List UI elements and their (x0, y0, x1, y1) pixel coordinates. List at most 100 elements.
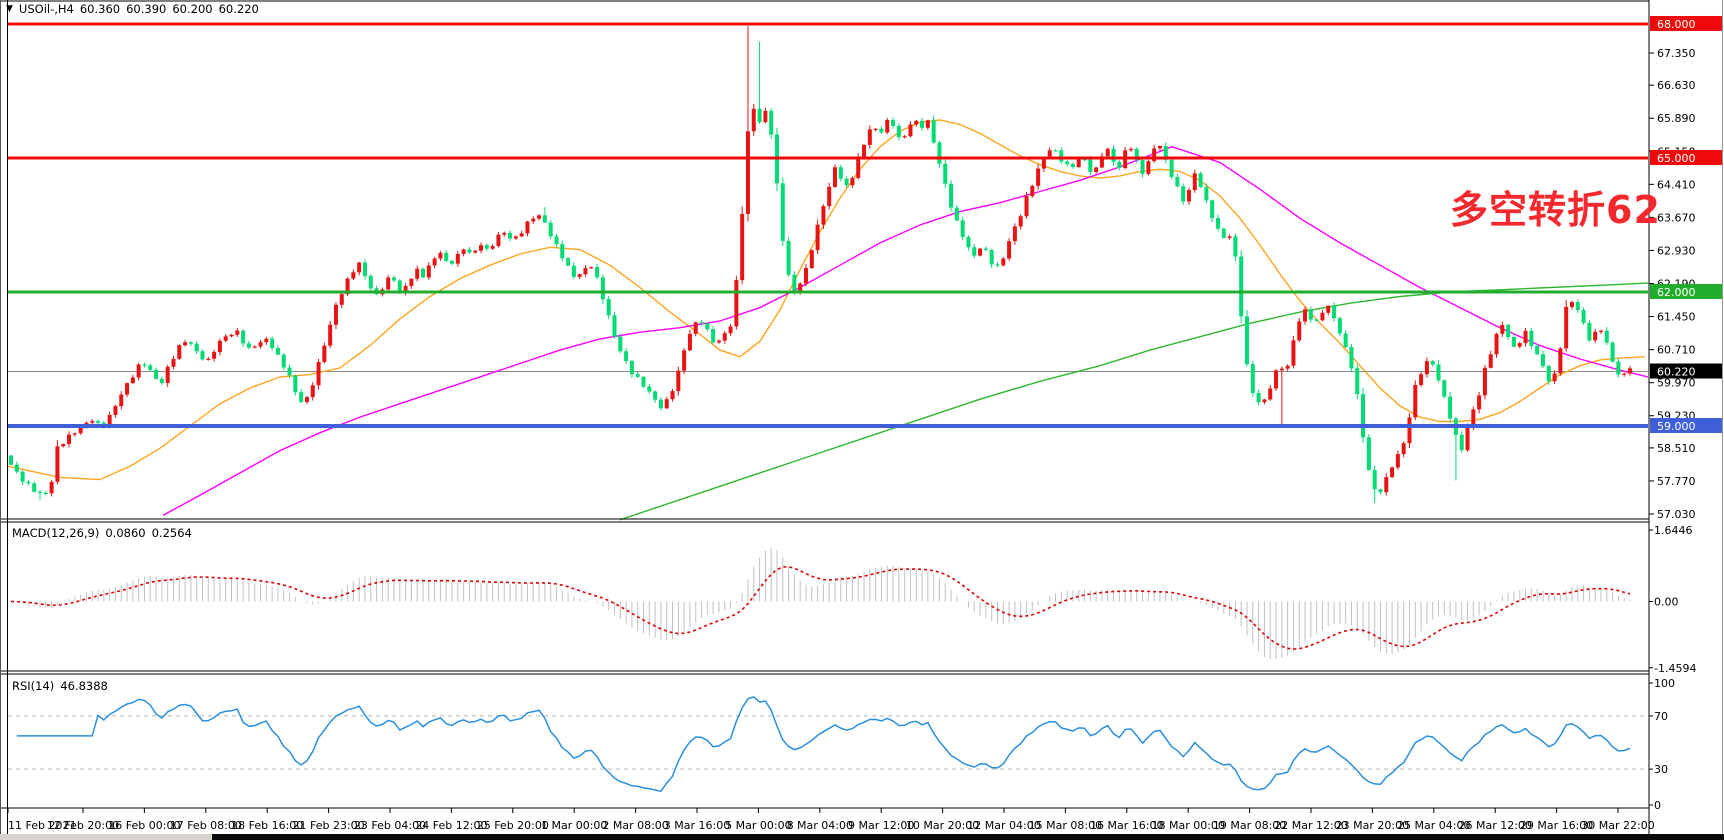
quote-close: 60.220 (218, 2, 259, 16)
candle-body (125, 383, 130, 395)
date-label: 3 Mar 16:00 (664, 819, 730, 832)
rsi-axis-label: 70 (1654, 710, 1668, 723)
candle-body (467, 249, 472, 253)
candle-body (908, 124, 913, 137)
candle-body (1186, 190, 1191, 202)
rsi-line (16, 696, 1631, 793)
candle-body (1598, 330, 1603, 332)
candle-body (293, 375, 298, 393)
candle-body (937, 142, 942, 164)
candle-body (403, 285, 408, 294)
candle-body (1471, 409, 1476, 427)
current-price-badge-text: 60.220 (1657, 366, 1696, 379)
candle-body (1366, 437, 1371, 470)
date-label: 19 Mar 08:00 (1213, 819, 1286, 832)
chart-annotation-text: 多空转折62 (1450, 188, 1661, 232)
candle-body (1610, 342, 1615, 362)
candle-body (107, 414, 112, 428)
candle-body (1564, 306, 1569, 349)
candle-body (693, 322, 698, 334)
candle-body (838, 167, 843, 179)
candle-body (542, 215, 547, 223)
candle-body (1198, 173, 1203, 187)
candle-body (212, 351, 217, 359)
candle-body (1279, 368, 1284, 371)
candle-body (154, 369, 159, 379)
candle-body (1012, 226, 1017, 242)
candle-body (595, 267, 600, 278)
candle-body (96, 421, 101, 423)
candle-body (1070, 164, 1075, 168)
candle-body (235, 330, 240, 335)
candle-body (960, 220, 965, 238)
price-tick-label: 64.410 (1657, 178, 1696, 191)
candle-body (577, 274, 582, 277)
candle-body (432, 258, 437, 266)
candle-body (821, 206, 826, 225)
candle-body (827, 186, 832, 207)
candle-body (1384, 477, 1389, 493)
candle-body (1628, 368, 1632, 374)
candle-body (1053, 150, 1058, 152)
candle-body (856, 157, 861, 178)
date-label: 25 Mar 04:00 (1397, 819, 1470, 832)
date-label: 16 Feb 00:00 (108, 819, 180, 832)
candle-body (1088, 159, 1093, 172)
candle-body (1256, 393, 1261, 403)
candle-body (1506, 324, 1511, 338)
price-tick-label: 60.710 (1657, 344, 1696, 357)
candle-body (1413, 385, 1418, 418)
candle-body (119, 394, 124, 407)
candle-body (1094, 167, 1099, 172)
candle-body (966, 237, 971, 248)
candle-body (757, 108, 762, 123)
date-label: 12 Mar 04:00 (967, 819, 1040, 832)
candle-body (972, 247, 977, 256)
candle-body (339, 294, 344, 305)
candle-body (1308, 309, 1313, 320)
candle-body (571, 265, 576, 277)
candle-body (850, 177, 855, 186)
candle-body (1343, 333, 1348, 348)
collapse-triangle-icon[interactable]: ▼ (6, 4, 13, 14)
candle-body (1117, 161, 1122, 169)
candle-body (1355, 368, 1360, 395)
candle-body (9, 455, 13, 465)
candle-body (38, 491, 43, 494)
candle-body (1465, 426, 1470, 451)
rsi-name: RSI(14) (12, 679, 55, 693)
candle-body (525, 221, 530, 234)
horizontal-scrollbar[interactable] (0, 834, 1724, 840)
candle-body (1175, 176, 1180, 187)
symbol-name: USOil-,H4 (18, 2, 74, 16)
candle-body (368, 275, 373, 289)
date-label: 22 Mar 12:00 (1274, 819, 1347, 832)
candle-body (183, 342, 188, 346)
candle-body (258, 342, 263, 347)
macd-panel-group (10, 547, 1631, 660)
price-tick-label: 57.770 (1657, 475, 1696, 488)
price-tick-label: 65.890 (1657, 112, 1696, 125)
candle-body (995, 264, 1000, 266)
scrollbar-thumb[interactable] (212, 834, 1724, 840)
candle-body (1529, 330, 1534, 346)
date-label: 21 Feb 23:00 (293, 819, 365, 832)
candle-body (740, 213, 745, 281)
candle-body (270, 338, 275, 349)
candle-body (879, 128, 884, 133)
candle-body (90, 421, 95, 423)
candle-body (885, 119, 890, 133)
candle-body (1337, 318, 1342, 334)
candle-body (490, 246, 495, 249)
candle-body (479, 245, 484, 251)
candle-body (473, 250, 478, 253)
candle-body (287, 367, 292, 376)
candle-body (519, 233, 524, 237)
candle-body (682, 350, 687, 371)
candle-body (891, 119, 896, 126)
candle-body (455, 253, 460, 264)
candle-body (1488, 354, 1493, 368)
